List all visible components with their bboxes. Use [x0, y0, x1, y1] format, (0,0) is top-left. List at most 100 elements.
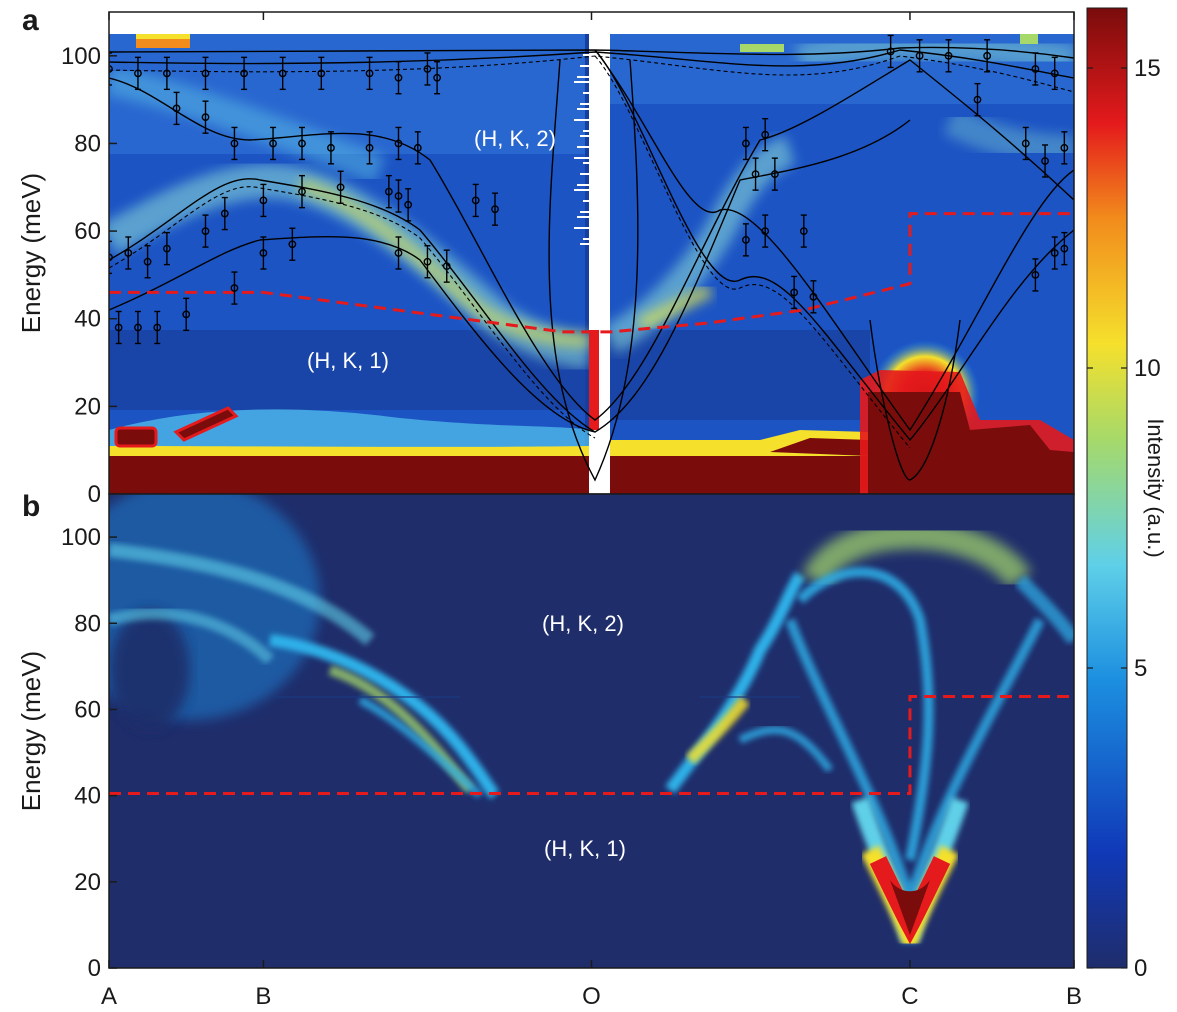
data-point [172, 91, 181, 126]
gap-tick [583, 238, 589, 240]
x-tick-label: B [1066, 983, 1082, 1010]
gap-tick [574, 189, 589, 191]
gap-tick [577, 76, 589, 78]
y-tick-label: 0 [88, 955, 101, 982]
data-point [1060, 131, 1069, 165]
data-point [742, 126, 750, 161]
colorbar-tick-label: 10 [1134, 355, 1161, 382]
data-point [365, 56, 374, 91]
colorbar-tick-label: 15 [1134, 55, 1161, 82]
annotation-hk2-b: (H, K, 2) [542, 611, 624, 636]
data-point [886, 34, 895, 69]
data-point [384, 174, 393, 209]
data-point [1050, 56, 1059, 91]
data-point [790, 275, 799, 310]
data-point [761, 214, 770, 248]
colorbar: 0 5 10 15 Intensity (a.u.) [1086, 7, 1168, 982]
gap-tick [580, 211, 589, 213]
data-point [162, 56, 171, 91]
gap-tick [574, 157, 589, 159]
y-tick-label: 80 [74, 610, 101, 637]
data-point [230, 126, 239, 161]
data-point [134, 310, 142, 345]
x-tick-label: O [582, 983, 601, 1010]
data-point [201, 56, 210, 91]
y-tick-label: 0 [88, 481, 101, 508]
data-point [751, 157, 760, 191]
data-points-a [109, 34, 1069, 345]
y-tick-label: 60 [74, 696, 101, 723]
y-tick-label: 20 [74, 869, 101, 896]
y-tick-label: 100 [61, 43, 101, 70]
data-point [394, 126, 403, 161]
data-point [770, 157, 779, 191]
y-tick-label: 40 [74, 783, 101, 810]
data-point [288, 227, 297, 261]
data-point [336, 170, 345, 204]
colorbar-tick-label: 0 [1134, 955, 1147, 982]
gap-tick [583, 200, 589, 202]
panel-label-a: a [22, 4, 39, 37]
gap-tick-marks [574, 54, 589, 245]
dispersion-curves-a [109, 46, 1074, 482]
y-axis-label-a: Energy (meV) [16, 173, 46, 333]
panel-b-heatmap [109, 494, 1074, 968]
colorbar-gradient [1086, 7, 1128, 969]
colorbar-tick-label: 5 [1134, 655, 1147, 682]
y-tick-label: 100 [61, 524, 101, 551]
data-point [259, 236, 268, 270]
data-point [162, 231, 171, 266]
data-point [298, 126, 306, 161]
x-tick-label: A [101, 983, 117, 1010]
y-axis-label-b: Energy (meV) [16, 651, 46, 811]
data-point [423, 245, 432, 279]
data-point [433, 61, 441, 95]
annotation-hk2-a: (H, K, 2) [474, 126, 556, 151]
data-point [259, 183, 268, 218]
data-point [201, 100, 210, 134]
data-point [915, 39, 924, 73]
dispersion-curves-a-dashed [109, 55, 1074, 449]
data-point [1041, 144, 1049, 178]
data-point [134, 56, 142, 91]
boundary-line-b [109, 695, 1074, 795]
data-point [278, 56, 287, 91]
panel-b: 0 20 40 60 80 100 A B O C B b Energy (meV) (H, K,… [16, 490, 1082, 1010]
data-point [327, 131, 335, 165]
gap-tick [583, 130, 589, 132]
x-tick-label: C [901, 983, 918, 1010]
data-point [153, 310, 162, 345]
data-point [220, 196, 229, 231]
data-point [983, 39, 992, 73]
panel-label-b: b [22, 490, 40, 523]
data-point [1031, 258, 1040, 292]
data-point [394, 179, 403, 213]
gap-tick [580, 103, 589, 105]
gap-tick [583, 54, 589, 56]
annotation-hk1-a: (H, K, 1) [307, 348, 389, 373]
data-point [471, 183, 480, 218]
data-point [124, 236, 133, 270]
data-point [240, 56, 249, 91]
y-tick-label: 60 [74, 218, 101, 245]
y-tick-label: 40 [74, 306, 101, 333]
data-point [973, 82, 982, 117]
gap-tick [577, 146, 589, 148]
y-tick-label: 80 [74, 130, 101, 157]
data-point [317, 56, 326, 91]
boundary-line-a [109, 212, 1074, 334]
data-point [1021, 126, 1030, 161]
data-point [944, 39, 953, 73]
panel-a-heatmap [109, 12, 1074, 494]
data-point [365, 131, 374, 165]
gap-tick [577, 108, 589, 110]
colorbar-label: Intensity (a.u.) [1143, 418, 1168, 557]
data-point [442, 249, 451, 283]
y-tick-label: 20 [74, 393, 101, 420]
data-point [761, 117, 770, 152]
gap-tick [583, 92, 589, 94]
gap-tick [580, 135, 589, 137]
data-point [201, 214, 210, 248]
gap-tick [574, 227, 589, 229]
